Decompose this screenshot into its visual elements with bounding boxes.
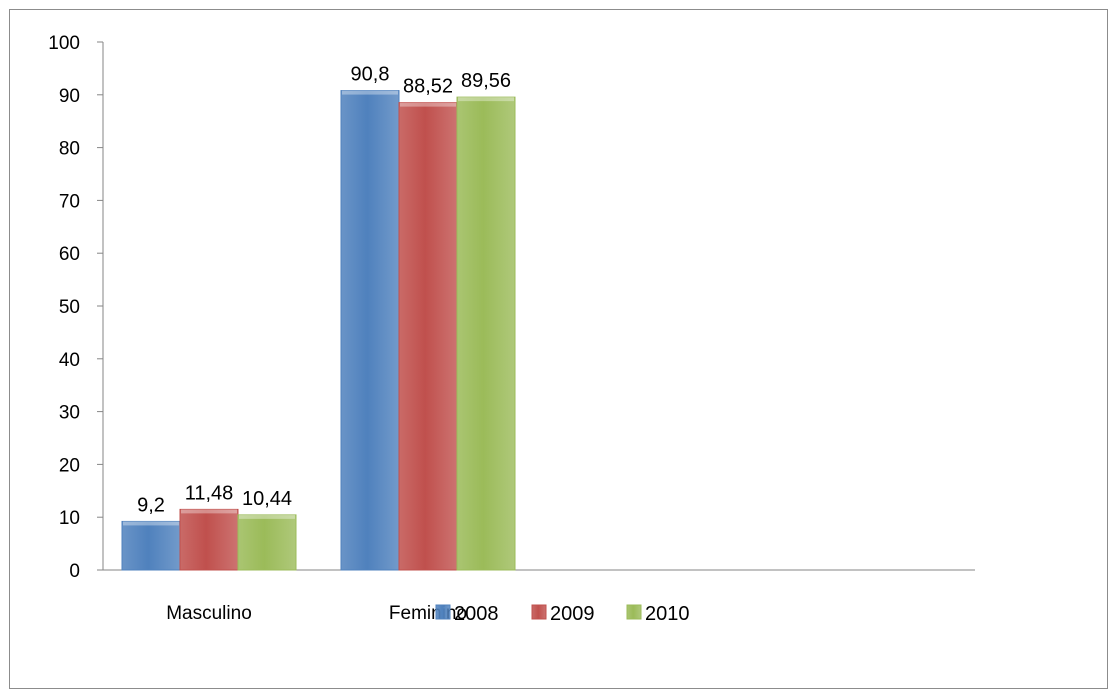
bar-chart: 0 10 20 30 40 50 60 70 80 90 100 9,2 11,48 10,44 90,8… [48,33,975,625]
bar-feminino-2008 [340,90,400,571]
legend-label-2009: 2009 [550,603,595,625]
y-tick-label: 50 [59,297,80,318]
y-tick-label: 0 [69,561,80,582]
y-axis: 0 10 20 30 40 50 60 70 80 90 100 [48,33,104,582]
bar-top-highlight [181,509,237,514]
data-label: 9,2 [137,494,165,516]
y-tick-label: 70 [59,191,80,212]
data-label: 11,48 [185,482,234,504]
bar-masculino-2008 [121,520,181,571]
data-labels: 9,2 11,48 10,44 90,8 88,52 89,56 [137,64,511,517]
y-tick-label: 30 [59,403,80,424]
bar-masculino-2009 [179,508,239,571]
bar-top-highlight [458,97,514,102]
data-label: 89,56 [461,70,511,92]
y-tick-label: 20 [59,455,80,476]
bar-top-highlight [239,514,295,519]
x-category-label: Masculino [166,603,252,624]
bar-top-highlight [400,102,456,107]
legend-swatch-2010 [626,604,642,620]
y-tick-label: 40 [59,350,80,371]
bar-top-highlight [342,90,398,95]
bar-feminino-2009 [398,102,458,571]
legend-swatch-2008 [435,604,451,620]
chart-frame [9,9,1108,689]
bars [121,90,516,571]
bar-masculino-2010 [237,514,297,571]
y-tick-label: 60 [59,244,80,265]
bar-feminino-2010 [456,96,516,571]
bar-top-highlight [123,521,179,526]
data-label: 10,44 [242,488,292,510]
data-label: 90,8 [351,64,390,86]
legend-swatch-2009 [531,604,547,620]
legend-label-2010: 2010 [645,603,690,625]
legend: 2008 2009 2010 [435,603,690,625]
y-tick-label: 10 [59,508,80,529]
y-tick-label: 100 [48,33,80,54]
data-label: 88,52 [403,76,453,98]
legend-label-2008: 2008 [454,603,499,625]
category-labels: Masculino Feminino [166,603,467,624]
y-tick-label: 90 [59,86,80,107]
y-tick-label: 80 [59,139,80,160]
